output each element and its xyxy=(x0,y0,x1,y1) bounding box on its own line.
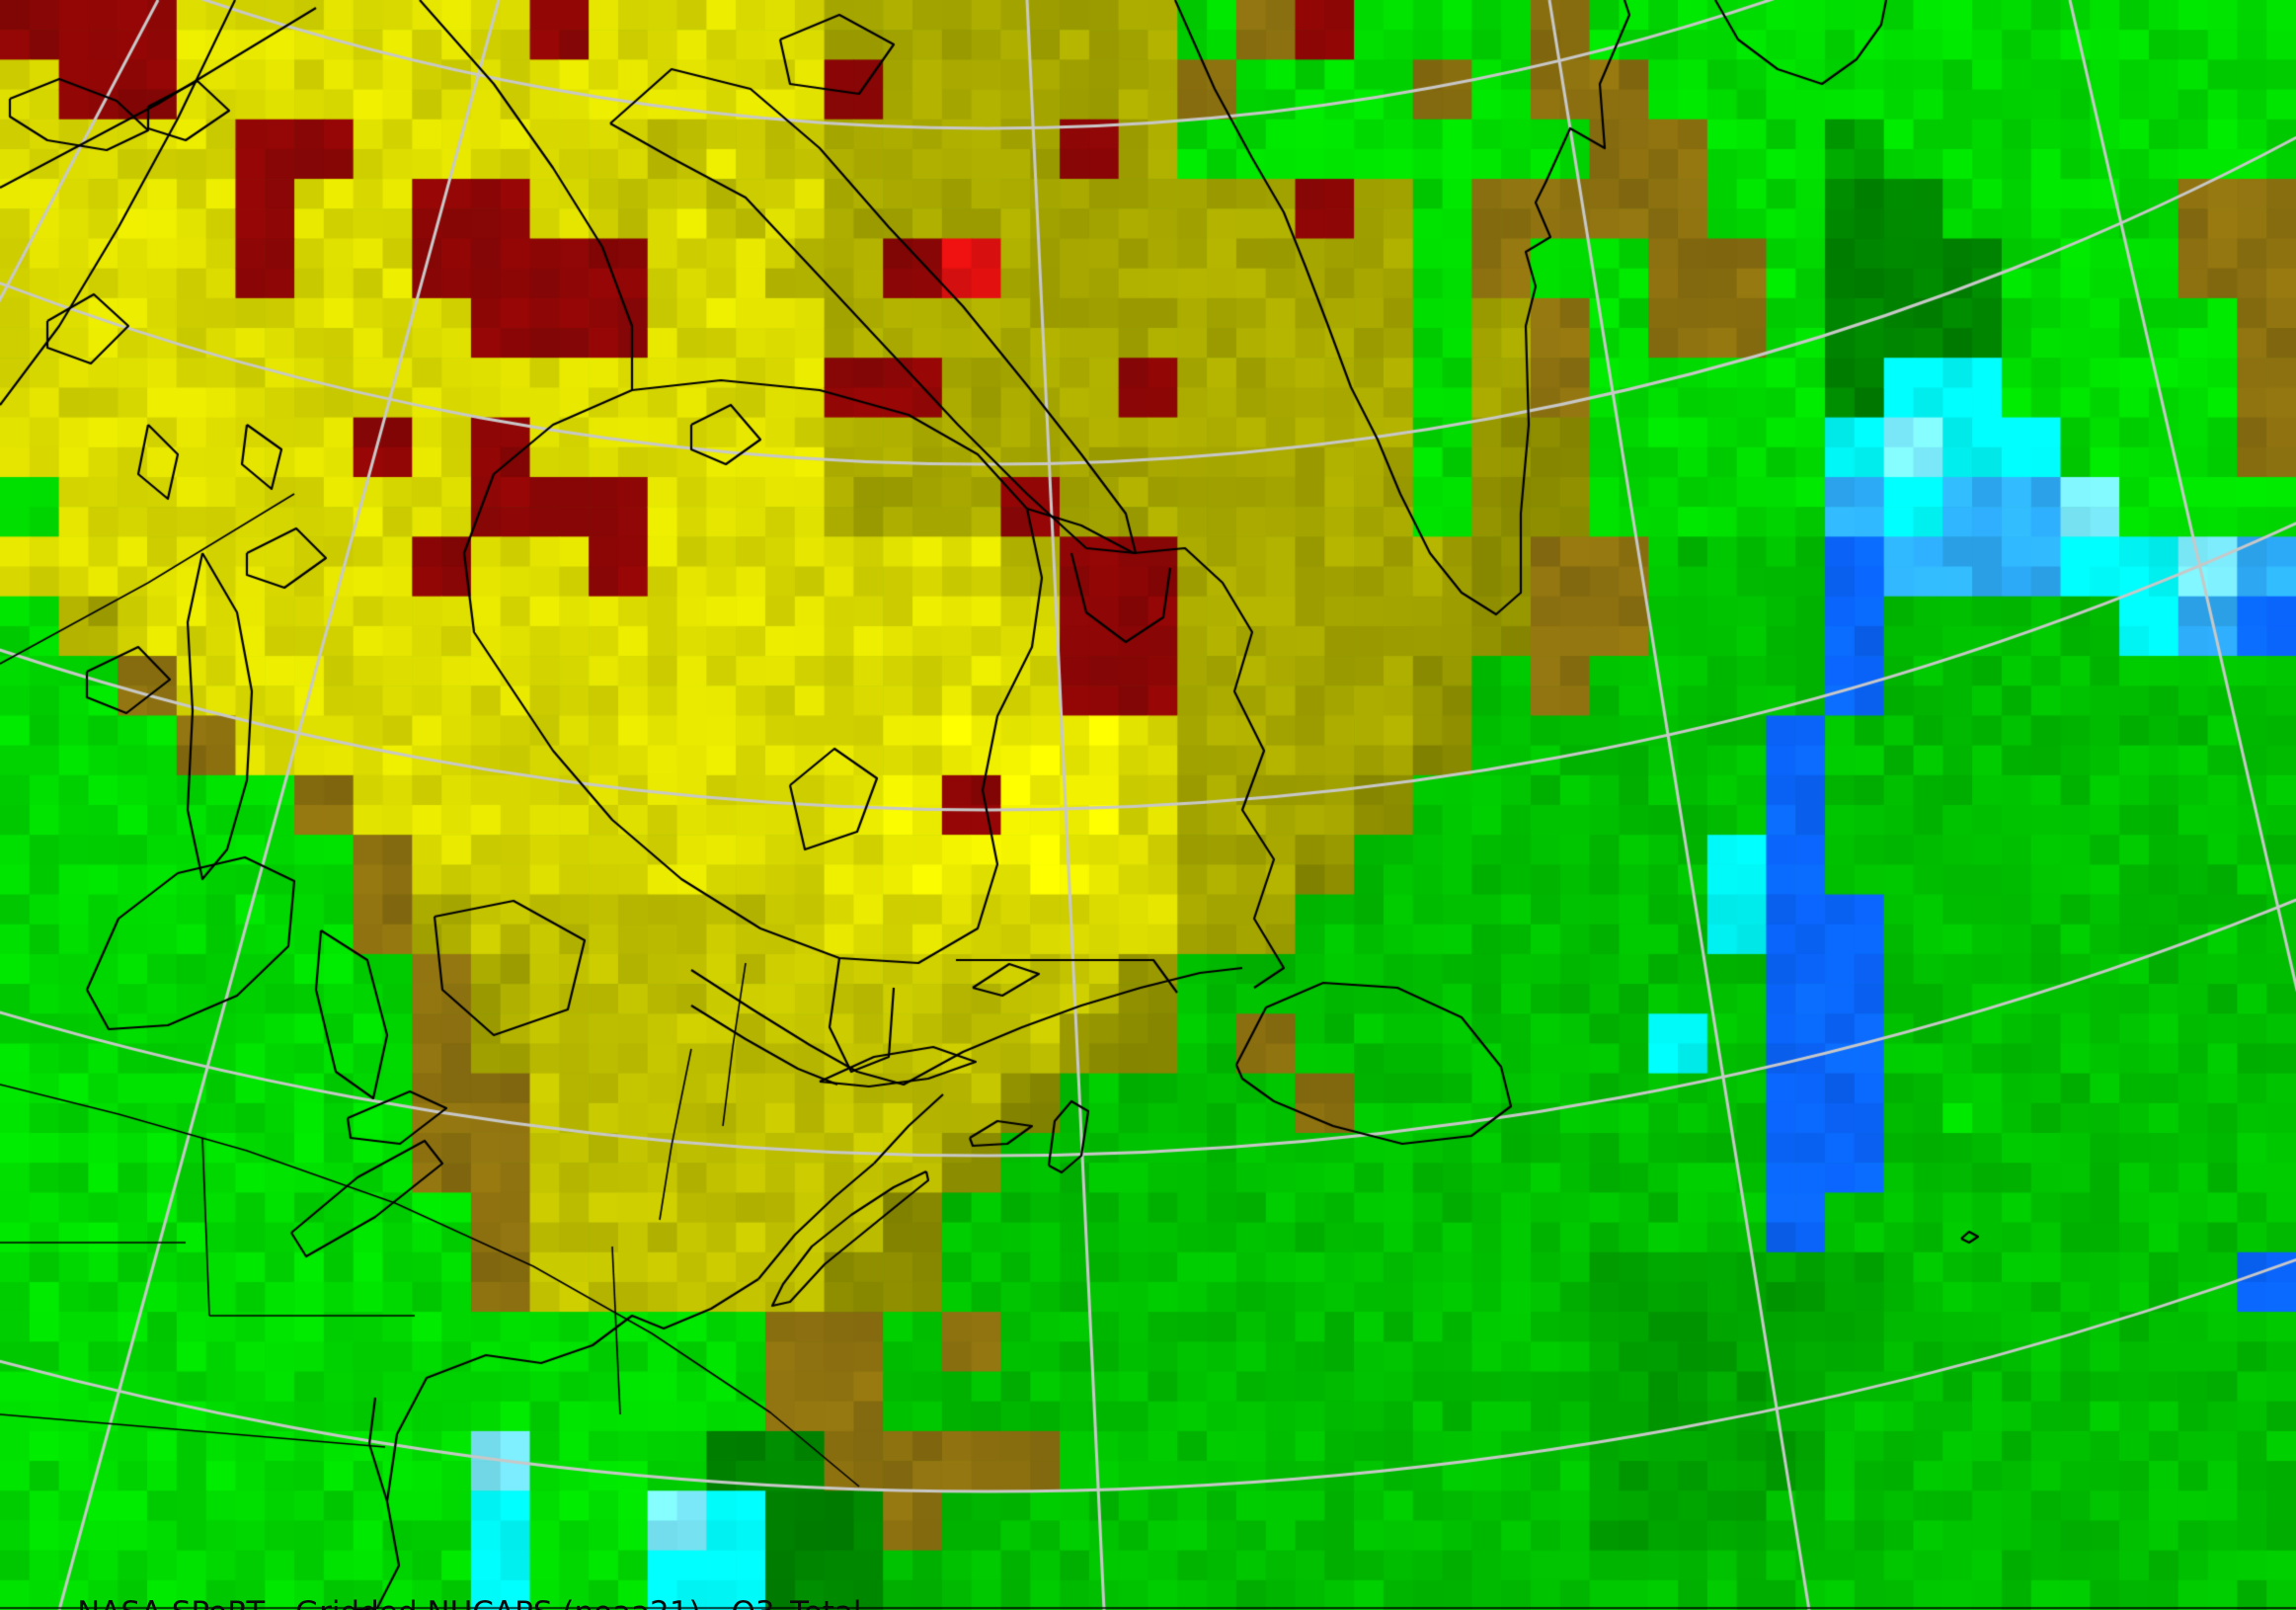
map-title: NASA SPoRT - Gridded NUCAPS (noaa21) - O… xyxy=(77,1594,899,1610)
map-annotation: NASA SPoRT - Gridded NUCAPS (noaa21) - O… xyxy=(77,1519,899,1610)
